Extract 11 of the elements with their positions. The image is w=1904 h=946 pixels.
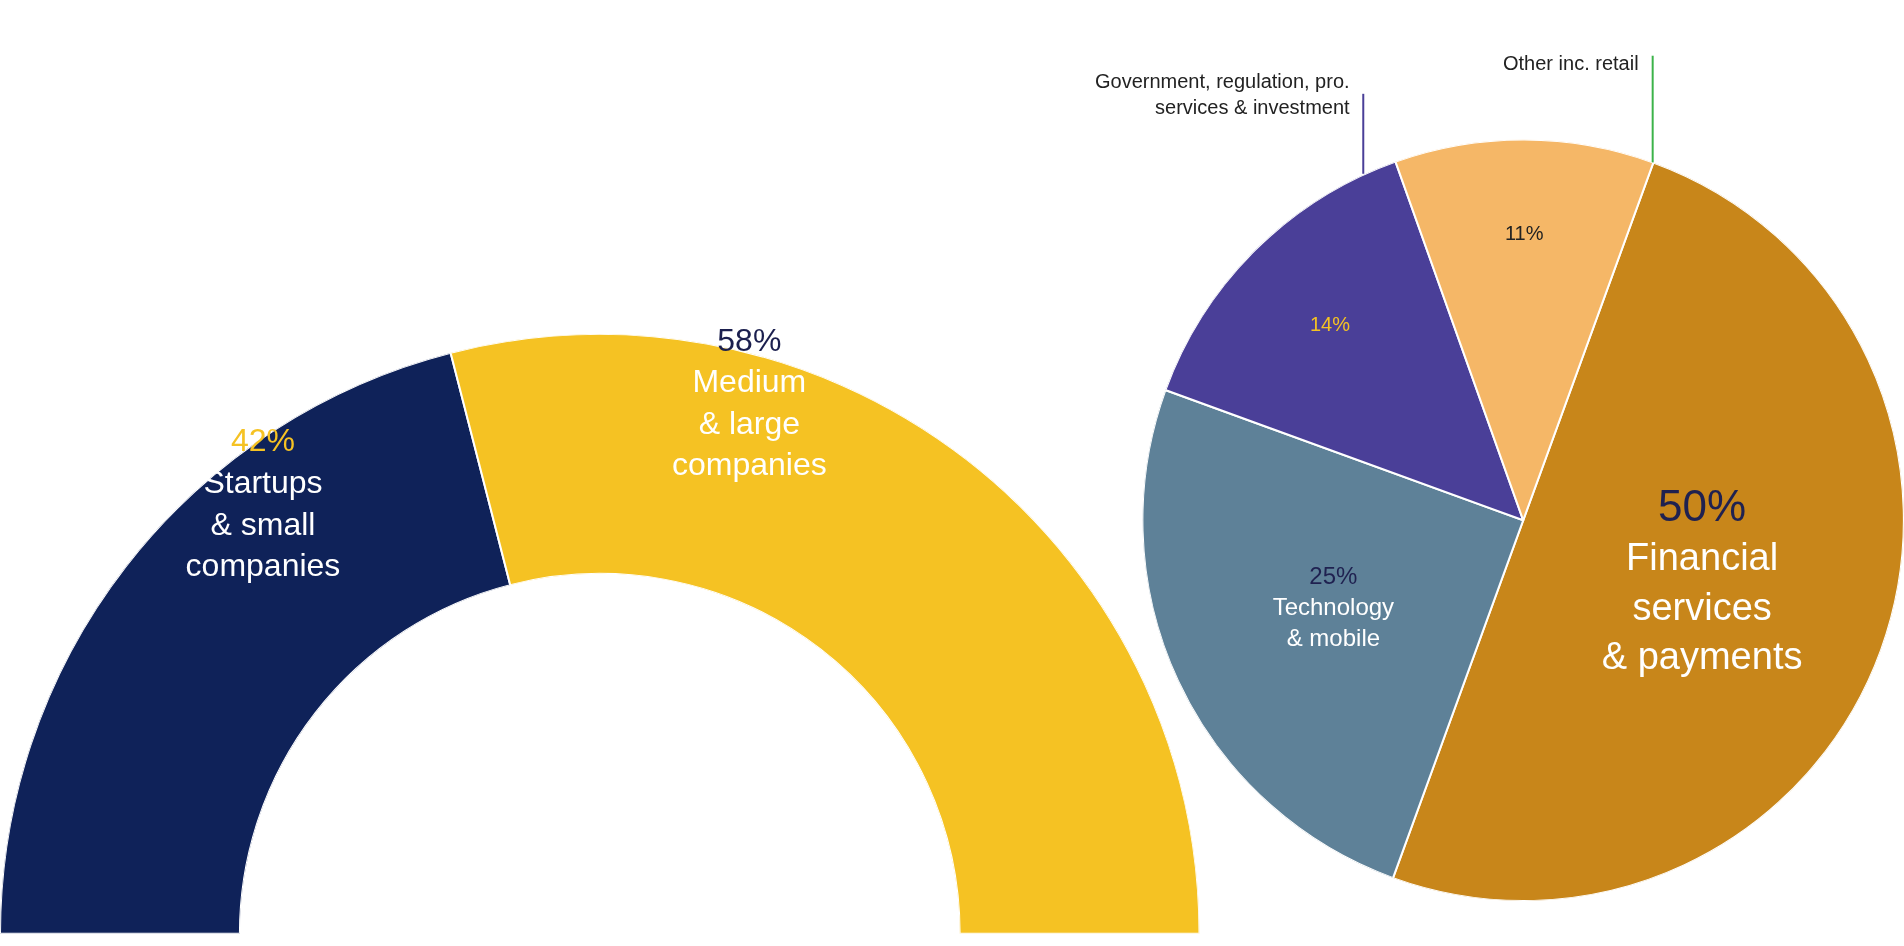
slice-label: Medium & large companies (671, 363, 827, 483)
data-label: 14% (1309, 312, 1351, 335)
data-label: 25% (1309, 561, 1358, 589)
data-label: 11% (1504, 221, 1544, 244)
data-label: 50% (1658, 480, 1747, 530)
slice-label: Financial services & payments (1601, 536, 1803, 678)
slice-label: Technology & mobile (1272, 592, 1395, 652)
data-label: 58% (717, 321, 782, 358)
slice-label: Startups & small companies (185, 463, 341, 584)
slice-label: Government, regulation, pro. services & investment (1095, 70, 1351, 118)
slice-label: Other inc. retail (1503, 52, 1639, 74)
